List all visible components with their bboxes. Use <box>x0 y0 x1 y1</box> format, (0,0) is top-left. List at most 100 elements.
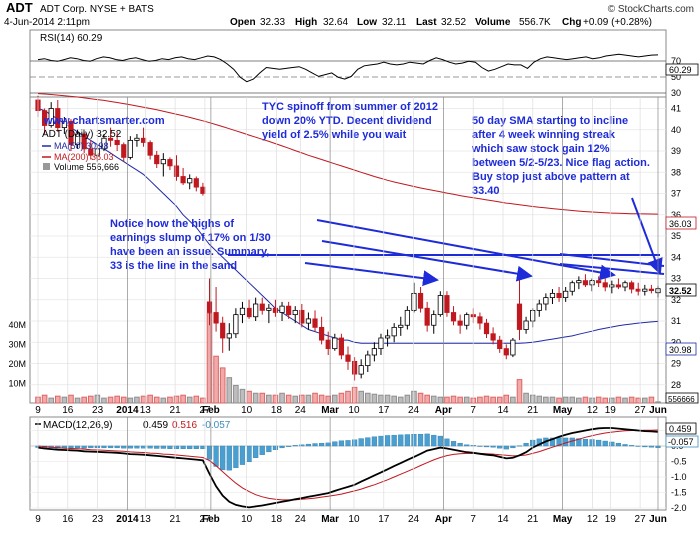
price-y-tick-label: 28 <box>671 380 681 390</box>
candle-body <box>490 333 496 341</box>
annotation-highs-line-1: Notice how the highs of <box>110 218 234 230</box>
volume-bar <box>417 392 424 404</box>
candle-body <box>140 137 147 143</box>
rsi-value-tag-text: 60.29 <box>669 65 692 75</box>
macd-panel: 0.50.0-0.5-1.0-1.5-2.0 MACD(12,26,9) 0.4… <box>29 416 699 513</box>
arrow-to-apr-high <box>304 262 439 287</box>
macd-histogram-bar <box>417 434 424 447</box>
change-value: +0.09 (+0.28%) <box>583 17 652 28</box>
volume-bar <box>173 395 180 404</box>
candle-body <box>543 297 549 305</box>
candle-body <box>286 305 292 316</box>
price-y-tick-label: 37 <box>671 189 681 199</box>
price-y-tick-label: 41 <box>671 104 681 114</box>
volume-bar <box>351 386 358 404</box>
volume-bar <box>496 396 503 404</box>
volume-bar <box>68 394 74 404</box>
ma200-tag-text: 36.03 <box>669 219 692 229</box>
volume-tag: 556666 <box>665 392 699 404</box>
macd-histogram-bar <box>615 443 622 447</box>
macd-y-tick-label: -1.0 <box>671 472 687 482</box>
x-axis-bottom-label: 21 <box>170 514 182 525</box>
x-axis-top-label: 9 <box>35 405 41 416</box>
annotation-highs-line-2: earnings slump of 17% on 1/30 <box>110 232 271 244</box>
macd-histogram-bar <box>305 443 312 447</box>
arrow-to-late-may-high <box>316 219 616 281</box>
candle-body <box>589 280 595 286</box>
candle-body <box>464 314 470 326</box>
price-gridlines <box>30 108 666 386</box>
macd-histogram-bar <box>549 437 556 447</box>
macd-histogram-bar <box>523 443 529 447</box>
macd-histogram-bar <box>239 445 246 465</box>
macd-histogram-bar <box>437 435 443 447</box>
volume-bar <box>180 394 186 404</box>
volume-bar <box>252 392 259 404</box>
macd-histogram-bar <box>622 444 628 447</box>
annotation-sma: 50 day SMA starting to incline after 4 w… <box>471 115 650 197</box>
candle-body <box>648 288 655 292</box>
candle-body <box>457 320 463 326</box>
x-axis-top-label: 24 <box>295 405 307 416</box>
macd-histogram-bar <box>503 445 509 450</box>
volume-bar <box>602 397 609 404</box>
macd-legend-macd: 0.459 <box>143 420 168 431</box>
volume-bar <box>186 396 193 404</box>
annotation-sma-line-1: 50 day SMA starting to incline <box>472 115 628 127</box>
x-axis-top-label: May <box>553 405 573 416</box>
candle-body <box>220 322 226 339</box>
volume-bar <box>318 394 325 404</box>
x-axis-top-label: 10 <box>241 405 253 416</box>
candle-body <box>279 305 285 313</box>
candle-body <box>556 292 562 299</box>
candle-body <box>345 354 351 362</box>
x-axis-bottom-label: 2014 <box>116 514 139 525</box>
macd-histogram-bar <box>365 437 371 447</box>
ma50-legend: MA(50) 30.98 <box>54 141 109 151</box>
volume-bar <box>635 397 642 404</box>
candle-body <box>68 120 74 146</box>
x-axis-top-label: 27 <box>635 405 647 416</box>
candle-body <box>259 303 265 311</box>
macd-histogram-bar <box>398 434 404 447</box>
macd-histogram-bar <box>384 435 391 447</box>
price-y-tick-label: 30 <box>671 337 681 347</box>
macd-histogram-bar <box>213 445 219 467</box>
macd-signal-series <box>37 429 659 501</box>
x-axis-top-label: Mar <box>321 405 339 416</box>
website-label: www.chartsmarter.com <box>43 115 165 127</box>
candle-body <box>187 178 193 184</box>
macd-histogram-bar <box>220 445 226 471</box>
macd-histogram-bar <box>391 434 397 447</box>
volume-bar <box>450 395 457 404</box>
candle-body <box>424 307 430 326</box>
volume-bar <box>332 394 338 404</box>
macd-histogram-bar <box>292 445 298 447</box>
x-axis-top-label: 27 <box>199 405 211 416</box>
x-axis-top-label: 13 <box>140 405 152 416</box>
macd-legend-signal: 0.516 <box>172 420 197 431</box>
macd-histogram-bar <box>259 445 265 455</box>
candle-body <box>226 333 232 339</box>
volume-bar <box>140 395 147 404</box>
volume-bar <box>628 396 635 404</box>
volume-tag-text: 556666 <box>668 395 695 404</box>
x-axis-bottom-label: Feb <box>202 514 220 525</box>
macd-histogram-bar <box>450 441 457 447</box>
volume-bar <box>576 397 582 404</box>
candle-body <box>48 108 54 126</box>
high-value: 32.64 <box>323 17 348 28</box>
candle-body <box>622 282 628 288</box>
candle-body <box>404 309 410 326</box>
macd-histogram-bar <box>101 445 107 449</box>
last-value: 32.52 <box>441 17 466 28</box>
volume-bar <box>200 397 206 404</box>
x-axis-bottom-label: 10 <box>348 514 360 525</box>
x-axis-bottom-label: May <box>553 514 573 525</box>
macd-histogram-bar <box>312 443 318 447</box>
candle-body <box>549 292 556 299</box>
macd-histogram-bar <box>378 435 384 447</box>
volume-bar <box>246 390 252 404</box>
